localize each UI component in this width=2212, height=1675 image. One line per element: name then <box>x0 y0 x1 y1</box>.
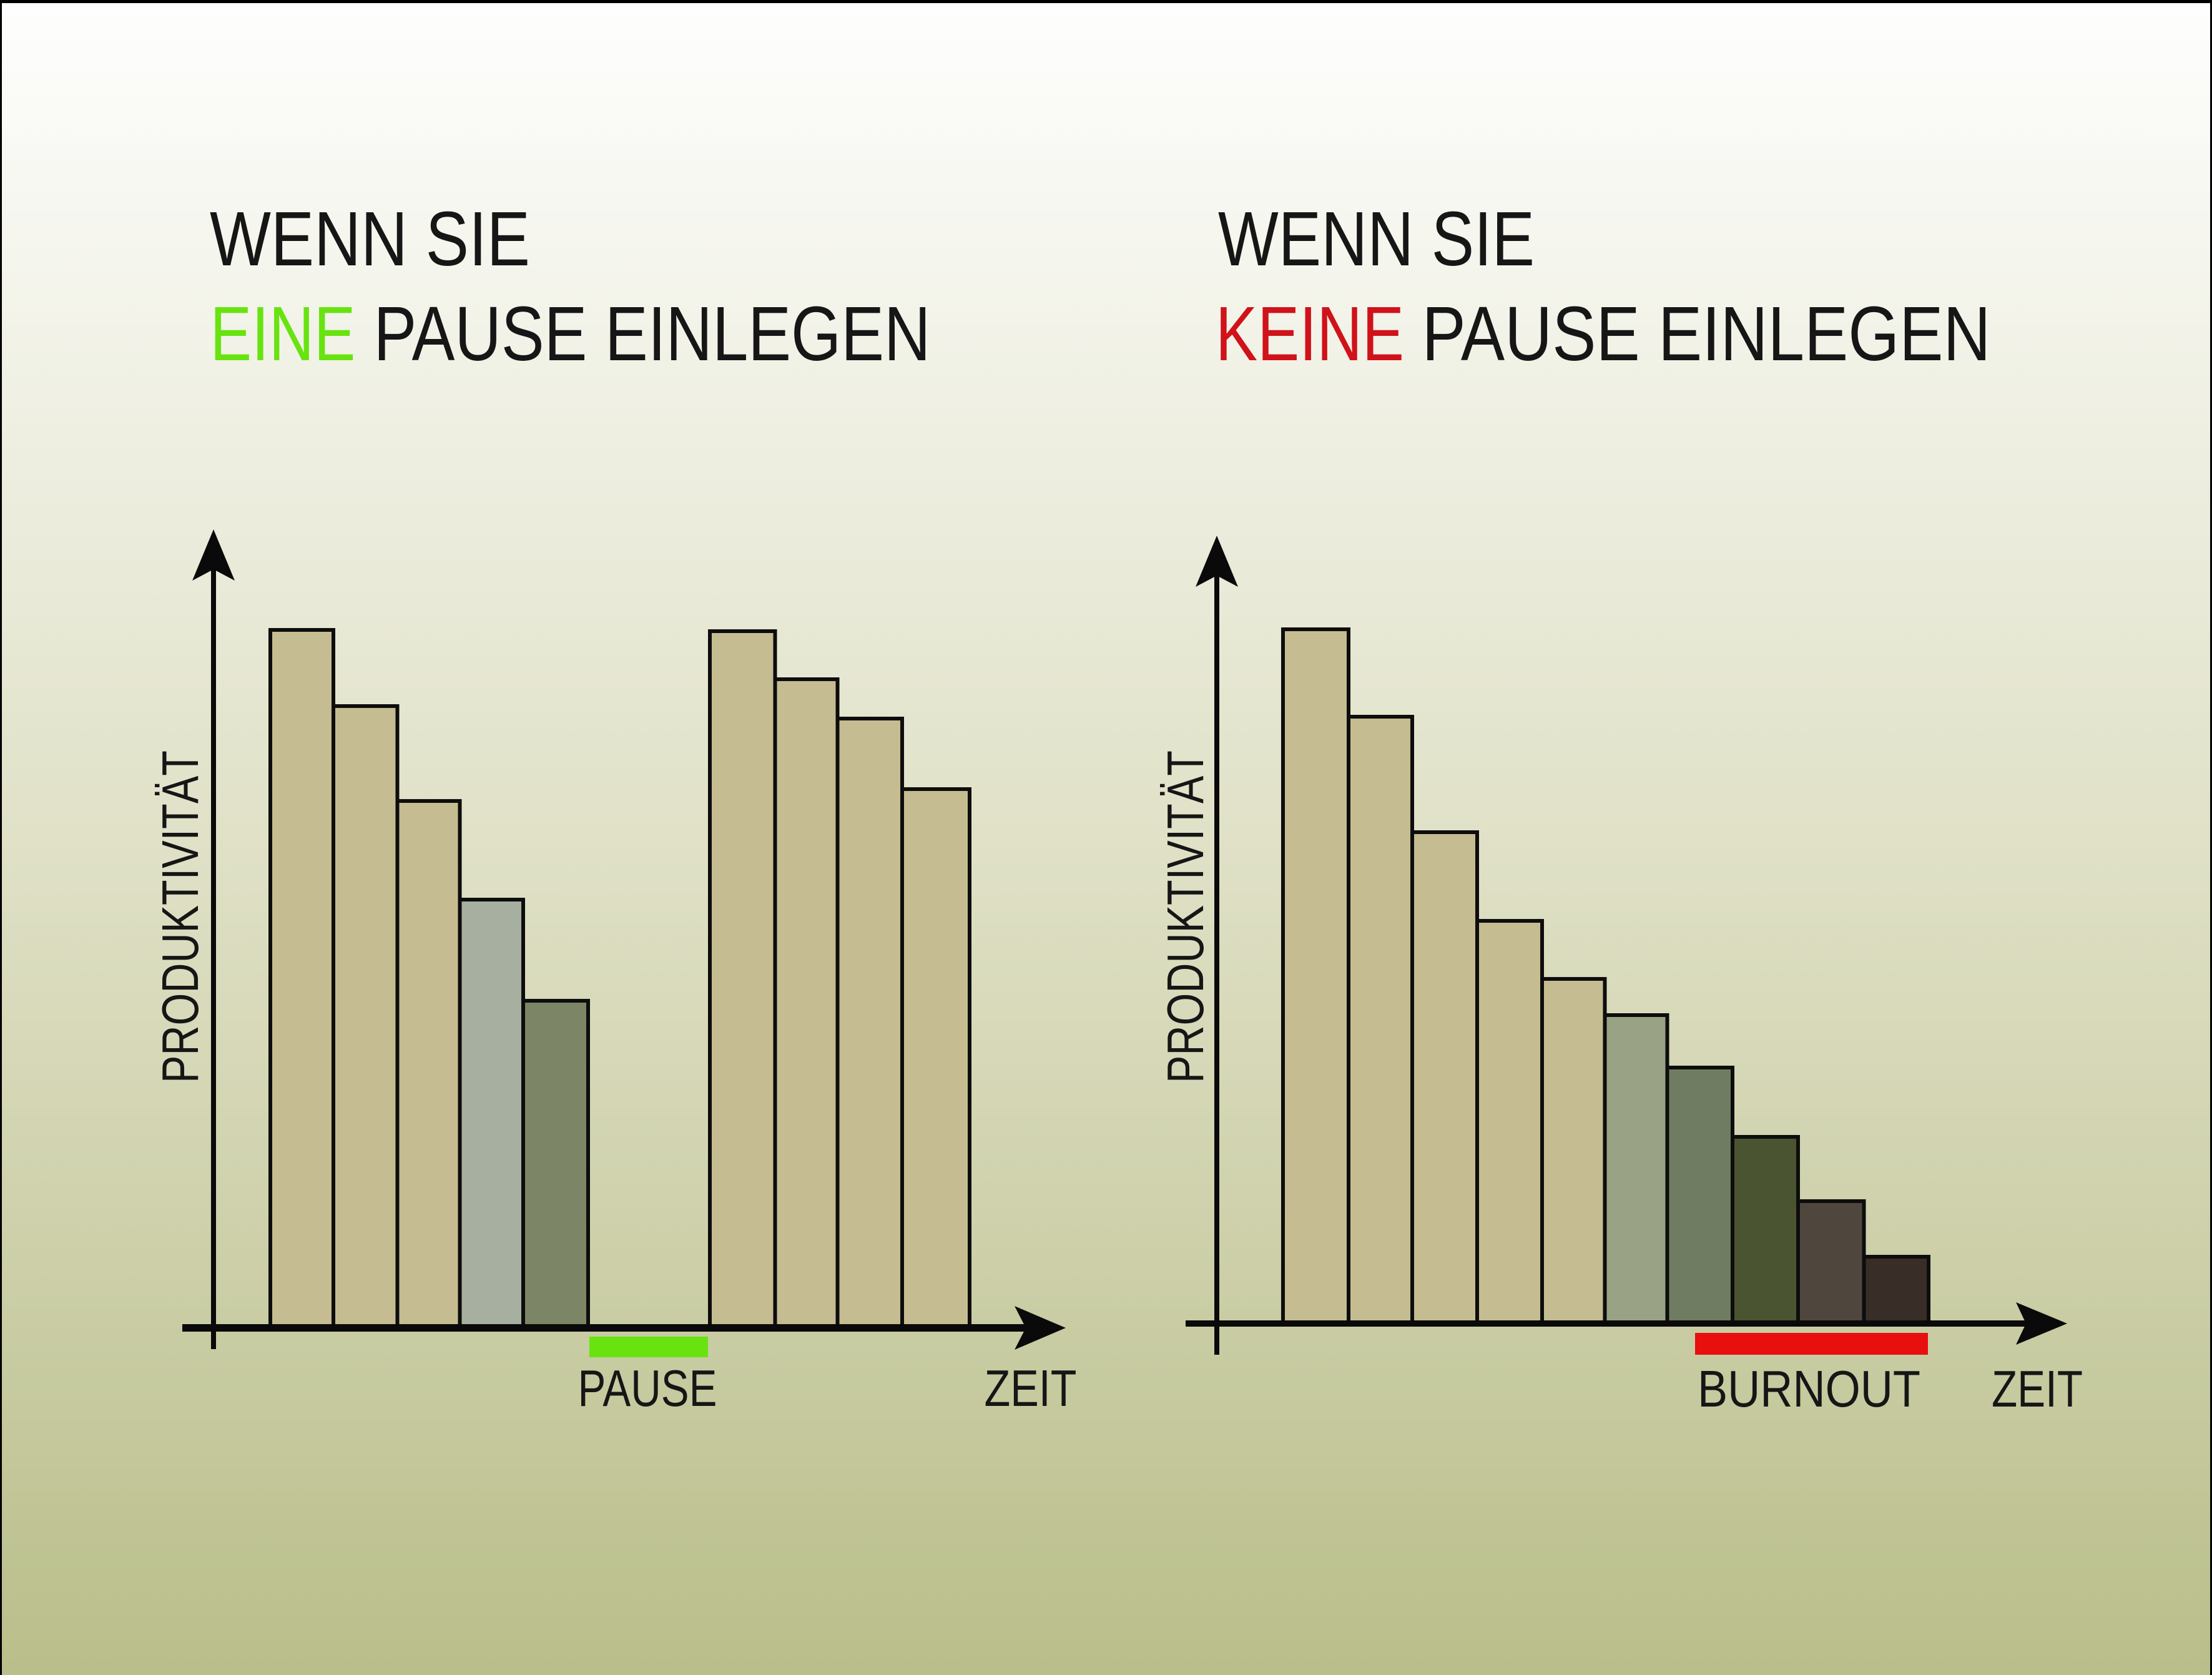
svg-text:BURNOUT: BURNOUT <box>1698 1360 1920 1418</box>
svg-text:PRODUKTIVITÄT: PRODUKTIVITÄT <box>151 750 209 1083</box>
svg-text:PAUSE EINLEGEN: PAUSE EINLEGEN <box>374 292 931 377</box>
svg-text:PAUSE: PAUSE <box>578 1359 717 1417</box>
svg-text:ZEIT: ZEIT <box>985 1359 1077 1417</box>
svg-text:EINE: EINE <box>210 292 356 377</box>
svg-text:WENN SIE: WENN SIE <box>1218 197 1535 282</box>
svg-text:WENN SIE: WENN SIE <box>210 197 530 282</box>
svg-text:PRODUKTIVITÄT: PRODUKTIVITÄT <box>1156 750 1214 1083</box>
svg-text:KEINE: KEINE <box>1216 292 1404 377</box>
svg-text:PAUSE EINLEGEN: PAUSE EINLEGEN <box>1422 292 1991 377</box>
svg-text:ZEIT: ZEIT <box>1992 1360 2083 1418</box>
